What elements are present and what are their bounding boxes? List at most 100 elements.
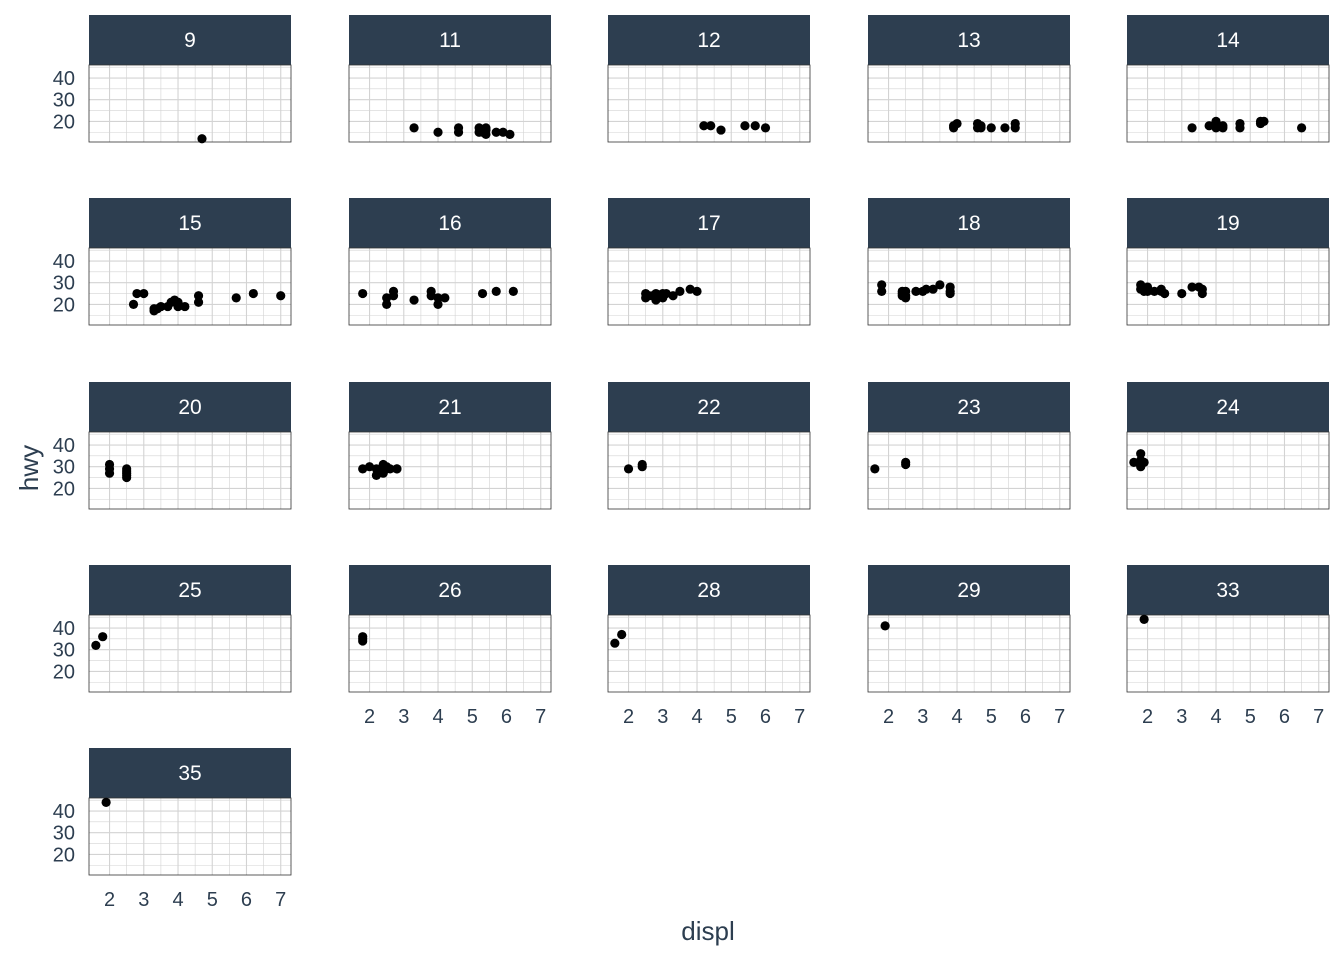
data-point: [1010, 118, 1020, 129]
y-tick-label: 20: [53, 111, 75, 133]
x-tick-label: 4: [432, 706, 443, 728]
y-tick-label: 30: [53, 640, 75, 662]
data-point: [1000, 123, 1010, 133]
data-point: [491, 127, 501, 137]
facet-panel: 21: [348, 382, 552, 510]
data-point: [378, 468, 388, 478]
data-point: [392, 464, 402, 474]
data-point: [750, 121, 760, 131]
data-point: [98, 632, 108, 642]
panel-border: [88, 247, 292, 326]
facet-label: 12: [697, 29, 720, 52]
data-point: [433, 293, 443, 303]
x-tick-label: 4: [172, 889, 183, 911]
y-tick-label: 40: [53, 68, 75, 90]
data-point: [180, 301, 190, 312]
facet-panel: 16: [348, 198, 552, 326]
data-point: [610, 638, 620, 648]
data-point: [1136, 449, 1146, 459]
facet-strip: [1127, 198, 1329, 248]
panel-border: [88, 614, 292, 693]
x-tick-label: 7: [1313, 706, 1324, 728]
panel-border: [88, 64, 292, 143]
data-point: [760, 123, 771, 133]
x-tick-label: 6: [1279, 706, 1290, 728]
data-point: [911, 286, 921, 296]
facet-panel: 14: [1126, 15, 1330, 143]
x-tick-label: 5: [986, 706, 997, 728]
data-point: [644, 291, 654, 301]
panel-border: [867, 64, 1071, 143]
facet-strip: [349, 198, 551, 248]
data-point: [149, 304, 159, 314]
data-point: [706, 121, 716, 131]
data-point: [173, 297, 183, 307]
data-point: [101, 797, 111, 807]
x-axis-title: displ: [681, 916, 734, 946]
data-point: [877, 286, 887, 296]
y-tick-label: 20: [53, 661, 75, 683]
data-point: [193, 297, 204, 307]
data-point: [1218, 121, 1228, 131]
data-point: [901, 291, 911, 301]
facet-strip: [349, 15, 551, 65]
panel-border: [607, 431, 811, 510]
x-tick-label: 6: [760, 706, 771, 728]
data-point: [505, 129, 515, 140]
y-tick-label: 40: [53, 801, 75, 823]
y-tick-label: 20: [53, 844, 75, 866]
y-tick-label: 40: [53, 251, 75, 273]
y-tick-label: 20: [53, 478, 75, 500]
data-point: [139, 288, 149, 299]
data-point: [491, 286, 501, 296]
facet-panel: 29: [867, 565, 1071, 693]
data-point: [1197, 288, 1207, 299]
facet-panel: 17: [607, 198, 811, 326]
panel-border: [88, 797, 292, 876]
x-axes: 2 3 4 5 6 7 2 3 4 5 6 7 2 3 4 5 6 7 2 3 4 5 6 7 2 3 4 5 6 7: [104, 706, 1324, 911]
x-tick-label: 4: [691, 706, 702, 728]
x-tick-label: 6: [501, 706, 512, 728]
facet-panel: 23: [867, 382, 1071, 510]
facet-panel: 12: [607, 15, 811, 143]
panel-border: [607, 64, 811, 143]
data-point: [1177, 288, 1187, 299]
x-tick-label: 5: [726, 706, 737, 728]
facet-strip: [89, 198, 291, 248]
data-point: [928, 284, 938, 294]
x-tick-label: 4: [1210, 706, 1221, 728]
y-tick-label: 30: [53, 823, 75, 845]
facet-panel: 19: [1126, 198, 1330, 326]
data-point: [880, 621, 890, 631]
facet-strip: [89, 748, 291, 798]
data-point: [921, 284, 931, 294]
facet-strip: [349, 382, 551, 432]
data-point: [617, 629, 627, 640]
data-point: [409, 123, 419, 133]
data-point: [1187, 123, 1197, 133]
facet-panel: 33: [1126, 565, 1330, 693]
panel-border: [867, 247, 1071, 326]
facet-strip: [608, 15, 810, 65]
panel-border: [867, 431, 1071, 510]
panel-border: [348, 431, 552, 510]
data-point: [948, 121, 959, 131]
facet-label: 22: [697, 396, 720, 419]
data-point: [901, 459, 911, 470]
facet-label: 33: [1216, 579, 1239, 602]
facet-strip: [608, 382, 810, 432]
x-tick-label: 2: [364, 706, 375, 728]
x-tick-label: 3: [138, 889, 149, 911]
facet-label: 28: [697, 579, 720, 602]
data-point: [197, 134, 207, 144]
x-tick-label: 6: [1020, 706, 1031, 728]
facet-panel: 18: [867, 198, 1071, 326]
facet-label: 29: [957, 579, 980, 602]
data-point: [740, 121, 750, 131]
data-point: [877, 280, 887, 290]
